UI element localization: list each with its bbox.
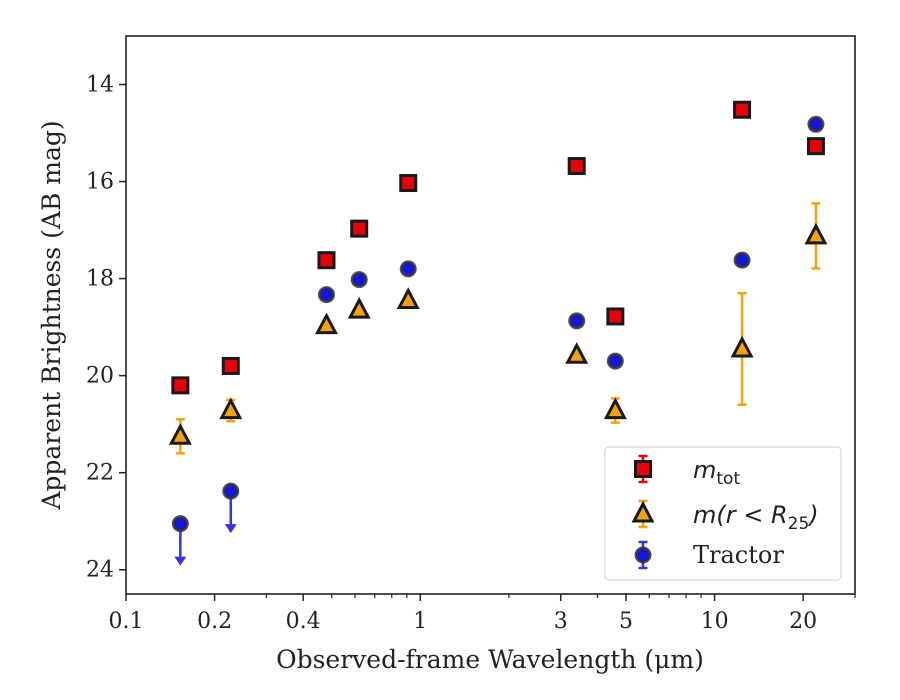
data-point (807, 115, 825, 133)
series-triangle (168, 202, 828, 455)
upper-limit-arrow-head (224, 524, 237, 534)
data-point (350, 219, 369, 238)
data-point (806, 137, 825, 156)
legend-entry: mtot (634, 454, 740, 489)
x-tick-label: 0.4 (286, 609, 321, 634)
x-tick-label: 5 (619, 609, 633, 634)
x-tick-label: 0.1 (109, 609, 144, 634)
data-point (733, 100, 752, 119)
data-point (317, 251, 336, 270)
y-tick-label: 16 (86, 170, 114, 195)
data-point (221, 356, 240, 375)
series-square (171, 100, 825, 395)
y-tick-label: 24 (86, 558, 114, 583)
x-tick-label: 10 (701, 609, 729, 634)
upper-limit-arrow-head (174, 556, 187, 566)
data-point (733, 251, 751, 269)
x-axis-label: Observed-frame Wavelength (μm) (276, 645, 704, 674)
data-point (804, 222, 828, 245)
data-point (567, 157, 586, 176)
legend-entry: Tractor (634, 540, 784, 570)
x-tick-label: 3 (554, 609, 568, 634)
x-tick-label: 20 (789, 609, 817, 634)
y-axis-label: Apparent Brightness (AB mag) (37, 120, 66, 510)
data-point (350, 271, 368, 289)
data-point (347, 296, 371, 319)
data-point (603, 397, 627, 420)
legend-marker (634, 460, 652, 478)
data-point (171, 376, 190, 395)
data-point (396, 287, 420, 309)
data-point (171, 515, 189, 533)
legend: mtot m(r < R25) Tractor (604, 446, 842, 581)
legend-label: Tractor (693, 541, 784, 569)
y-tick-label: 22 (86, 461, 114, 486)
data-point (606, 307, 625, 326)
legend-box (604, 446, 842, 581)
x-tick-label: 1 (413, 609, 427, 634)
data-point (399, 174, 418, 193)
data-point (314, 312, 338, 335)
legend-label: m(r < R25) (693, 501, 819, 534)
y-tick-label: 14 (86, 73, 114, 98)
x-tick-label: 0.2 (197, 609, 232, 634)
data-point (222, 482, 240, 500)
data-point (317, 286, 335, 304)
data-point (730, 335, 754, 358)
axis-ticks: 0.1 0.2 0.4 1 3 5 10 20 14 16 18 20 22 24 (86, 73, 856, 634)
y-tick-label: 18 (86, 267, 114, 292)
legend-marker (631, 500, 655, 523)
legend-label: mtot (693, 456, 740, 489)
data-point (568, 312, 586, 330)
plot-frame (125, 35, 856, 595)
data-point (168, 423, 192, 445)
data-point (565, 342, 589, 364)
data-point (606, 352, 624, 370)
data-point (399, 260, 417, 278)
legend-entry: m(r < R25) (631, 499, 819, 534)
data-point (219, 397, 243, 420)
legend-marker (634, 546, 652, 564)
series-circle (171, 115, 825, 566)
y-tick-label: 20 (86, 364, 114, 389)
plot-series (168, 100, 828, 566)
